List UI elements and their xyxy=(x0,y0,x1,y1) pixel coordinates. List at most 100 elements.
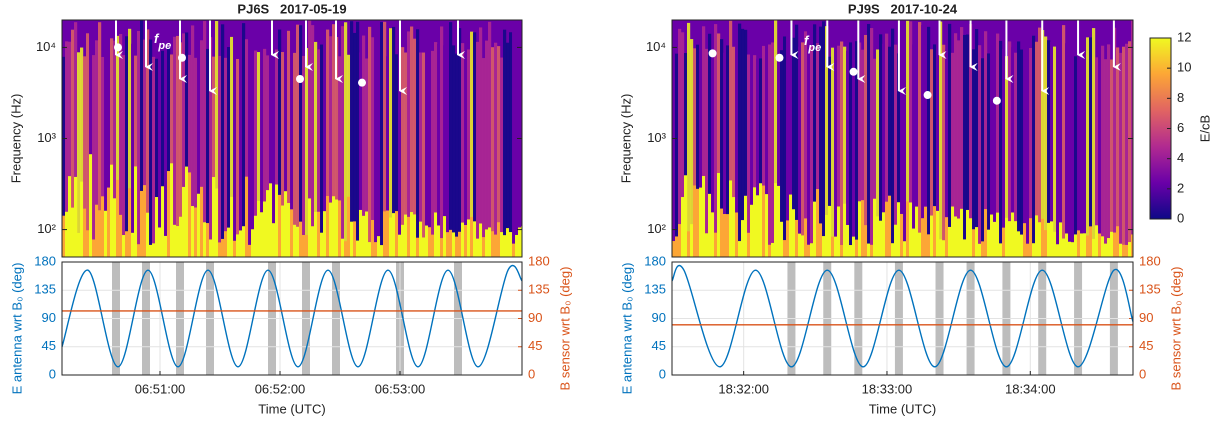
spectrogram-column xyxy=(957,40,961,257)
spectrogram-column xyxy=(248,32,252,257)
annotation-sub: pe xyxy=(157,40,171,52)
spectrogram-column xyxy=(497,46,501,257)
spectrogram-low xyxy=(942,240,946,257)
spectrogram-low xyxy=(756,195,760,257)
y-tick-label: 10⁴ xyxy=(646,39,666,54)
spectrogram-low xyxy=(744,195,748,257)
spectrogram-low xyxy=(188,172,192,257)
spectrogram-low xyxy=(918,232,922,257)
spectrogram-low xyxy=(978,243,982,257)
spectrogram-column xyxy=(804,31,808,257)
spectrogram-low xyxy=(167,171,171,257)
spectrogram-low xyxy=(1026,243,1030,257)
spectrogram-low xyxy=(197,193,201,257)
colorbar-label: E/cB xyxy=(1197,115,1212,142)
spectrogram-column xyxy=(98,22,102,257)
spectrogram-low xyxy=(930,215,934,257)
fpe-dot xyxy=(114,43,122,52)
spectrogram-column xyxy=(993,56,997,257)
spectrogram-low xyxy=(233,240,237,257)
spectrogram-low xyxy=(437,225,441,257)
spectrogram-column xyxy=(972,49,976,257)
spectrogram-low xyxy=(1113,232,1117,257)
y2-tick-label: 90 xyxy=(528,310,542,325)
x-axis-label: Time (UTC) xyxy=(869,401,936,416)
spectrogram-column xyxy=(738,23,742,257)
spectrogram-low xyxy=(696,188,700,257)
spectrogram-low xyxy=(311,226,315,257)
spectrogram-column xyxy=(891,28,895,257)
spectrogram-low xyxy=(347,196,351,257)
spectrogram-low xyxy=(296,226,300,257)
spectrogram-column xyxy=(690,39,694,257)
spectrogram-column xyxy=(446,33,450,257)
spectrogram-low xyxy=(449,229,453,257)
y2-tick-label: 45 xyxy=(1139,338,1153,353)
x-tick-label: 06:51:00 xyxy=(135,381,186,396)
spectrogram-column xyxy=(116,35,120,257)
spectrogram-column xyxy=(678,28,682,257)
y-axis-label: E antenna wrt B₀ (deg) xyxy=(9,263,24,395)
spectrogram-low xyxy=(975,227,979,257)
spectrogram-column xyxy=(488,21,492,257)
spectrogram-low xyxy=(410,212,414,257)
spectrogram-low xyxy=(272,223,276,257)
fpe-dot xyxy=(708,49,717,58)
spectrogram-low xyxy=(68,176,72,257)
spectrogram-low xyxy=(428,227,432,257)
spectrogram-column xyxy=(774,20,778,257)
spectrogram-column xyxy=(990,21,994,257)
spectrogram-column xyxy=(293,52,297,257)
spectrogram-low xyxy=(915,206,919,257)
spectrogram-low xyxy=(732,197,736,257)
spectrogram-column xyxy=(371,37,375,257)
spectrogram-low xyxy=(269,183,273,257)
spectrogram-low xyxy=(266,190,270,257)
colorbar-tick-label: 0 xyxy=(1177,210,1184,225)
spectrogram-low xyxy=(365,211,369,257)
spectrogram-column xyxy=(681,32,685,257)
spectrogram-low xyxy=(443,216,447,257)
spectrogram-low xyxy=(1035,215,1039,257)
fpe-dot xyxy=(775,53,784,62)
spectrogram-column xyxy=(801,42,805,257)
spectrogram-low xyxy=(227,227,231,257)
spectrogram-low xyxy=(813,201,817,257)
spectrogram-column xyxy=(419,52,423,257)
spectrogram-low xyxy=(1002,227,1006,257)
spectrogram-column xyxy=(912,44,916,257)
spectrogram-low xyxy=(290,209,294,257)
spectrogram-column xyxy=(170,54,174,257)
spectrogram-column xyxy=(215,21,219,257)
spectrogram-column xyxy=(101,56,105,257)
spectrogram-column xyxy=(981,58,985,257)
spectrogram-low xyxy=(260,212,264,257)
spectrogram-low xyxy=(810,243,814,257)
spectrogram-column xyxy=(1062,25,1066,257)
spectrogram-low xyxy=(509,232,513,257)
spectrogram-column xyxy=(1092,28,1096,257)
spectrogram-low xyxy=(332,196,336,257)
spectrogram-column xyxy=(720,39,724,257)
spectrogram-low xyxy=(308,198,312,257)
fpe-dot xyxy=(849,67,858,76)
spectrogram-low xyxy=(251,229,255,257)
y-tick-label: 90 xyxy=(652,310,666,325)
spectrogram-low xyxy=(341,238,345,257)
spectrogram-low xyxy=(699,187,703,257)
spectrogram-low xyxy=(948,226,952,257)
spectrogram-column xyxy=(813,24,817,257)
spectrogram-column xyxy=(834,31,838,257)
spectrogram-column xyxy=(1065,43,1069,257)
spectrogram-low xyxy=(1059,222,1063,257)
spectrogram-column xyxy=(960,27,964,257)
spectrogram-low xyxy=(804,218,808,257)
chart-title: PJ9S 2017-10-24 xyxy=(848,1,958,16)
spectrogram-low xyxy=(1131,234,1133,257)
spectrogram-low xyxy=(816,189,820,257)
spectrogram-low xyxy=(317,211,321,257)
spectrogram-low xyxy=(218,242,222,257)
colorbar-tick-label: 2 xyxy=(1177,180,1184,195)
spectrogram-low xyxy=(1077,230,1081,257)
